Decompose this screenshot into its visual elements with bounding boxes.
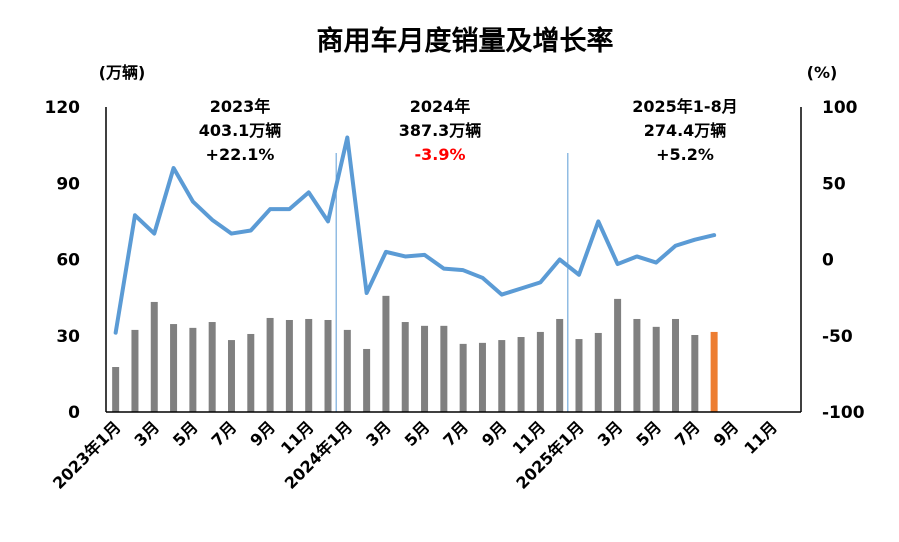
left-tick-label: 60: [56, 251, 80, 271]
bar: [267, 318, 274, 412]
bar: [575, 339, 582, 412]
bar: [209, 322, 216, 412]
left-tick-label: 120: [45, 98, 81, 118]
bar: [382, 296, 389, 412]
annotation-year: 2025年1-8月: [632, 97, 737, 116]
x-tick-label: 3月: [594, 417, 627, 450]
x-tick-label: 5月: [632, 417, 665, 450]
bar: [711, 332, 718, 412]
left-tick-label: 90: [56, 174, 80, 194]
x-tick-label: 5月: [401, 417, 434, 450]
x-tick-label: 11月: [740, 417, 781, 458]
right-tick-label: 50: [822, 174, 846, 194]
x-tick-label: 3月: [130, 417, 163, 450]
bar: [228, 340, 235, 412]
bar: [247, 334, 254, 412]
x-tick-label: 2023年1月: [49, 417, 124, 492]
bar: [421, 326, 428, 412]
x-tick-label: 7月: [208, 417, 241, 450]
x-tick-label: 7月: [671, 417, 704, 450]
bar: [518, 337, 525, 412]
bar: [440, 326, 447, 412]
annotation-growth: +5.2%: [656, 145, 714, 164]
bar: [498, 340, 505, 412]
bar: [305, 319, 312, 412]
bar: [537, 332, 544, 412]
bar: [460, 344, 467, 412]
left-tick-label: 0: [68, 403, 80, 423]
bar: [325, 320, 332, 412]
bar: [112, 367, 119, 412]
annotation-volume: 274.4万辆: [644, 121, 727, 140]
bar: [653, 327, 660, 412]
left-tick-label: 30: [56, 327, 80, 347]
annotation-volume: 387.3万辆: [399, 121, 482, 140]
bar: [402, 322, 409, 412]
bar: [691, 335, 698, 412]
right-tick-label: -50: [822, 327, 853, 347]
annotation-volume: 403.1万辆: [199, 121, 282, 140]
right-tick-label: 0: [822, 251, 834, 271]
bar: [286, 320, 293, 412]
bar: [170, 324, 177, 412]
x-tick-label: 5月: [169, 417, 202, 450]
bar: [189, 328, 196, 412]
bar: [344, 330, 351, 412]
x-tick-label: 9月: [478, 417, 511, 450]
right-tick-label: -100: [822, 403, 865, 423]
annotation-growth: -3.9%: [414, 145, 465, 164]
left-axis-unit: (万辆): [99, 63, 146, 82]
bar: [151, 302, 158, 412]
annotation-year: 2023年: [210, 97, 271, 116]
x-tick-label: 9月: [710, 417, 743, 450]
annotation-year: 2024年: [410, 97, 471, 116]
x-tick-label: 9月: [246, 417, 279, 450]
bar: [131, 330, 138, 412]
growth-line: [116, 138, 714, 333]
bar: [633, 319, 640, 412]
chart-title: 商用车月度销量及增长率: [317, 25, 614, 57]
bar: [614, 299, 621, 412]
x-tick-label: 3月: [362, 417, 395, 450]
x-tick-label: 7月: [439, 417, 472, 450]
bar: [479, 343, 486, 412]
bar: [363, 349, 370, 412]
right-axis-unit: (%): [807, 63, 838, 82]
annotation-growth: +22.1%: [206, 145, 275, 164]
bar: [595, 333, 602, 412]
bar: [556, 319, 563, 412]
bar: [672, 319, 679, 412]
right-tick-label: 100: [822, 98, 858, 118]
